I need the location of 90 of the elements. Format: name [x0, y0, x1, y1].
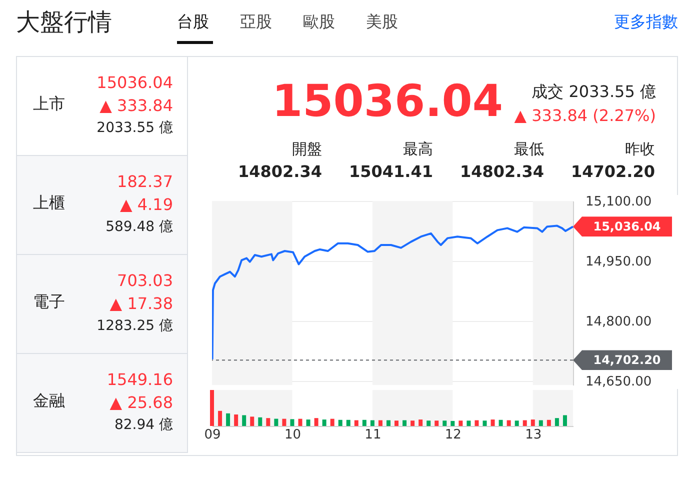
bar	[442, 420, 447, 426]
bar	[482, 420, 487, 426]
bar	[218, 410, 222, 426]
bar	[466, 420, 471, 426]
bar	[354, 420, 358, 426]
bar	[418, 420, 423, 426]
text: 成交 2033.55 億	[532, 82, 656, 103]
bar	[226, 413, 230, 426]
text: 1283.25 億	[96, 317, 173, 335]
ref-line-label: 14,702.20	[593, 353, 661, 368]
text: 更多指數	[614, 12, 678, 33]
bar	[546, 420, 551, 426]
bar	[322, 420, 326, 426]
text: 上櫃	[33, 193, 65, 214]
text: 703.03	[117, 271, 173, 290]
bar	[346, 420, 350, 426]
bar	[450, 420, 455, 426]
bar	[402, 420, 407, 426]
x-tick-label: 13	[525, 428, 542, 442]
bar	[314, 418, 318, 426]
text: ▲ 4.19	[120, 195, 173, 214]
text: ▲ 333.84	[100, 96, 173, 115]
text: ▲ 333.84 (2.27%)	[514, 106, 656, 125]
bar	[306, 420, 310, 426]
text: ▲ 25.68	[110, 393, 173, 412]
bar	[266, 418, 270, 426]
text: 開盤	[292, 140, 322, 159]
y-tick-label: 14,950.00	[586, 254, 652, 270]
bar	[530, 420, 535, 426]
bar	[338, 420, 342, 426]
bar	[274, 418, 278, 426]
annotation: 15,036.04	[593, 220, 661, 234]
text: 589.48 億	[106, 218, 173, 236]
bar	[258, 417, 262, 426]
text: 14802.34	[460, 162, 544, 181]
bar	[394, 420, 399, 426]
bar	[290, 419, 294, 426]
bar	[234, 414, 238, 426]
bar	[362, 420, 366, 426]
bar	[514, 420, 519, 426]
bar	[522, 420, 527, 426]
bar	[490, 420, 495, 426]
text: 亞股	[240, 12, 272, 33]
bar	[210, 390, 214, 426]
text: 美股	[366, 12, 398, 33]
text: 台股	[177, 12, 209, 33]
text: 最高	[403, 140, 433, 159]
bar	[506, 420, 511, 426]
text: 15041.41	[348, 162, 433, 181]
text: 14802.34	[238, 162, 322, 181]
text: 電子	[33, 292, 65, 313]
line-series	[212, 224, 574, 360]
text: 昨收	[625, 140, 655, 159]
y-tick-label: 15,100.00	[586, 194, 652, 210]
bar	[554, 418, 559, 426]
bar	[378, 420, 382, 426]
bar	[562, 415, 567, 426]
bar	[474, 420, 479, 426]
x-tick-label: 09	[204, 428, 221, 442]
text: 82.94 億	[114, 416, 173, 434]
y-tick-label: 14,650.00	[586, 374, 652, 390]
text: 金融	[33, 391, 65, 412]
text: 上市	[33, 94, 65, 115]
bar	[434, 420, 439, 426]
x-tick-label: 12	[444, 428, 462, 442]
bar	[282, 418, 286, 426]
text: 182.37	[117, 172, 173, 191]
bar	[538, 420, 543, 426]
text: ▲ 17.38	[110, 294, 173, 313]
bar	[330, 418, 334, 426]
bar	[458, 420, 463, 426]
text: 歐股	[303, 12, 335, 33]
bar	[386, 420, 390, 426]
text: 14702.20	[570, 162, 655, 181]
text: 1549.16	[106, 370, 173, 389]
x-tick-label: 10	[284, 428, 301, 442]
bar	[426, 420, 431, 426]
text: 2033.55 億	[96, 119, 173, 137]
bar	[410, 420, 415, 426]
y-tick-label: 14,800.00	[586, 314, 652, 330]
bar	[250, 416, 254, 426]
text: 15036.04	[96, 73, 173, 92]
text: 大盤行情	[16, 7, 112, 38]
bar	[298, 418, 302, 426]
text: 最低	[514, 140, 544, 159]
x-tick-label: 11	[364, 428, 382, 442]
text: 15036.04	[272, 76, 504, 127]
bar	[498, 420, 503, 426]
bar	[242, 415, 246, 426]
bar	[370, 420, 374, 426]
